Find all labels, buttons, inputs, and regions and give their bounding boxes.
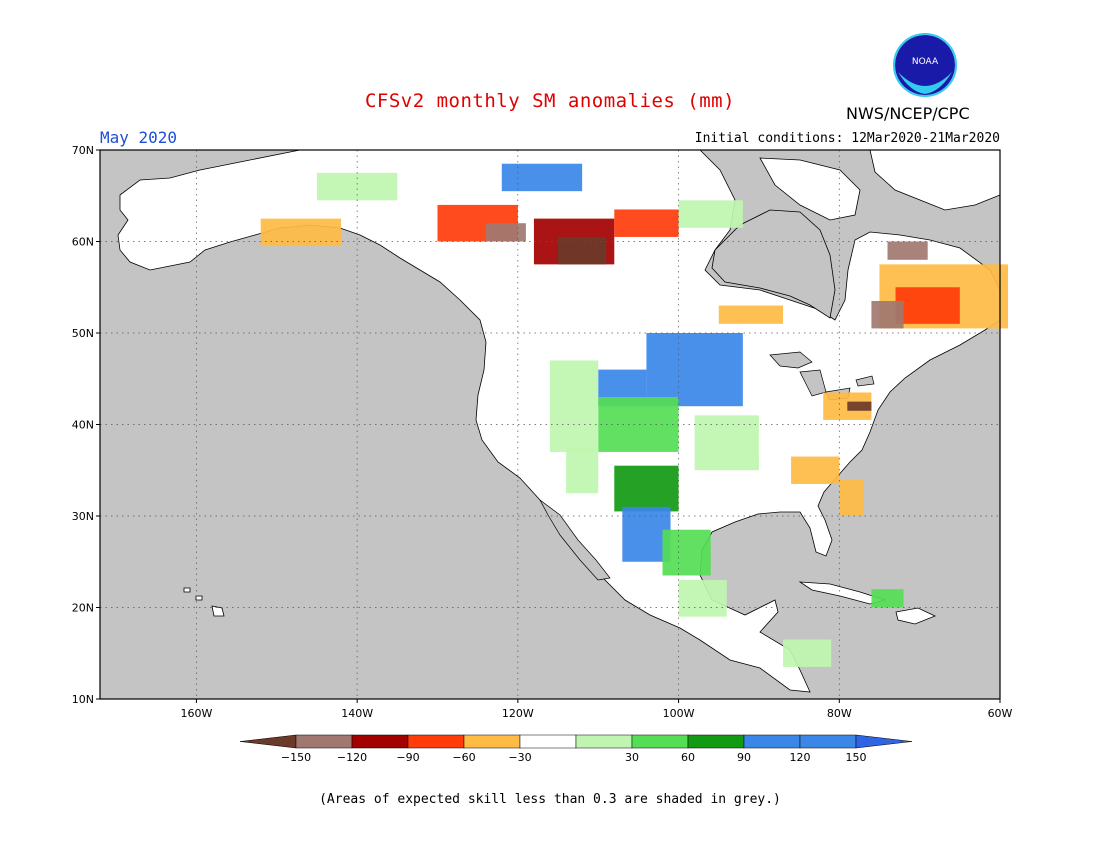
colorbar-label: 90 [737, 751, 751, 764]
colorbar-label: −30 [508, 751, 531, 764]
hispaniola [895, 607, 937, 625]
anomaly-patch [558, 236, 607, 265]
colorbar-segment [631, 734, 689, 749]
chart-title: CFSv2 monthly SM anomalies (mm) [364, 90, 736, 112]
anomaly-patch [485, 223, 526, 242]
colorbar-label: 60 [681, 751, 695, 764]
noaa-logo: NOAA [893, 33, 957, 97]
colorbar-segment [295, 734, 353, 749]
colorbar: −150 −120 −90 −60 −30 30 60 90 120 150 [239, 734, 913, 764]
lat-tick-label: 20N [72, 602, 94, 615]
anomaly-patch [501, 163, 583, 192]
anomaly-patch [791, 456, 840, 484]
anomaly-patch [694, 415, 759, 471]
colorbar-segment [799, 734, 857, 749]
anomaly-patch [758, 429, 808, 457]
lon-tick-label: 140W [341, 707, 373, 720]
anomaly-patch [895, 287, 960, 324]
colorbar-segment [687, 734, 745, 749]
colorbar-segment [463, 734, 521, 749]
anomaly-patch [783, 639, 832, 667]
anomaly-patch [550, 360, 599, 452]
lat-tick-label: 50N [72, 327, 94, 340]
valid-month-label: May 2020 [100, 128, 178, 147]
lon-tick-label: 160W [180, 707, 212, 720]
colorbar-label: 30 [625, 751, 639, 764]
logo-text: NOAA [912, 57, 939, 67]
colorbar-segment [743, 734, 801, 749]
baffin-island [759, 157, 861, 221]
agency-label: NWS/NCEP/CPC [846, 104, 970, 123]
colorbar-segment [575, 734, 633, 749]
lat-tick-label: 70N [72, 144, 94, 157]
anomaly-patch [260, 218, 342, 247]
skill-note: (Areas of expected skill less than 0.3 a… [319, 792, 781, 807]
colorbar-segment [407, 734, 465, 749]
colorbar-segment [519, 734, 577, 749]
colorbar-label: −90 [396, 751, 419, 764]
colorbar-right-triangle [855, 734, 913, 749]
anomaly-patch [662, 529, 711, 576]
anomaly-map: 10N 20N 30N 40N 50N 60N 70N 160W 140W 120W 100W 80… [72, 144, 1013, 720]
anomaly-patch [678, 580, 727, 617]
anomaly-patch [887, 241, 928, 260]
gulf-of-california [539, 499, 611, 581]
anomaly-patch [839, 479, 864, 516]
colorbar-label: 120 [790, 751, 811, 764]
latitude-labels: 10N 20N 30N 40N 50N 60N 70N [72, 144, 100, 706]
anomaly-patch [871, 300, 904, 329]
anomaly-patch [646, 333, 743, 407]
hudson-bay [711, 209, 836, 319]
anomaly-patches [260, 163, 1009, 667]
lat-tick-label: 30N [72, 510, 94, 523]
hawaii [183, 587, 225, 617]
colorbar-left-triangle [239, 734, 297, 749]
colorbar-label: −60 [452, 751, 475, 764]
anomaly-patch [316, 172, 398, 201]
lon-tick-label: 100W [663, 707, 695, 720]
lon-tick-label: 80W [827, 707, 852, 720]
great-lakes [769, 351, 875, 401]
anomaly-patch [678, 200, 743, 228]
anomaly-patch [871, 589, 904, 608]
lon-tick-label: 60W [988, 707, 1013, 720]
lon-tick-label: 120W [502, 707, 534, 720]
anomaly-patch [614, 465, 679, 512]
map-grid [100, 150, 1000, 699]
lat-tick-label: 60N [72, 236, 94, 249]
anomaly-patch [847, 401, 872, 411]
anomaly-patch [566, 447, 599, 494]
colorbar-label: −120 [337, 751, 367, 764]
anomaly-patch [614, 209, 679, 237]
lat-tick-label: 10N [72, 693, 94, 706]
colorbar-segment [351, 734, 409, 749]
longitude-labels: 160W 140W 120W 100W 80W 60W [180, 699, 1013, 720]
lat-tick-label: 40N [72, 419, 94, 432]
anomaly-patch [718, 305, 784, 324]
initial-conditions-label: Initial conditions: 12Mar2020-21Mar2020 [694, 131, 1000, 146]
colorbar-label: −150 [281, 751, 311, 764]
colorbar-label: 150 [846, 751, 867, 764]
